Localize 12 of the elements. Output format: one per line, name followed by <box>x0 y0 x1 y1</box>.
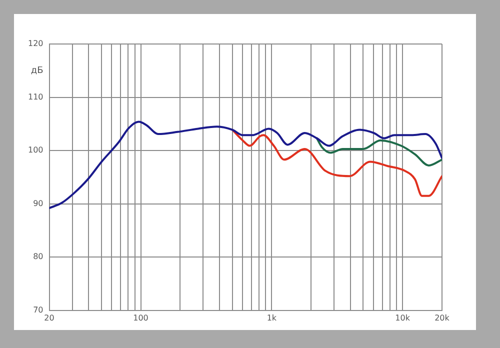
y-tick-label: 100 <box>28 146 44 155</box>
y-axis-title: дБ <box>30 66 44 76</box>
y-tick-label: 120 <box>28 39 44 48</box>
y-tick-label: 110 <box>28 92 44 102</box>
y-tick-label: 90 <box>33 198 44 208</box>
x-tick-label: 20k <box>434 313 450 322</box>
x-tick-label: 1k <box>266 313 277 322</box>
x-tick-label: 100 <box>133 313 148 322</box>
y-tick-label: 70 <box>33 305 44 314</box>
x-tick-label: 20 <box>44 313 54 322</box>
y-tick-label: 80 <box>33 252 44 262</box>
x-tick-label: 10k <box>395 313 410 322</box>
